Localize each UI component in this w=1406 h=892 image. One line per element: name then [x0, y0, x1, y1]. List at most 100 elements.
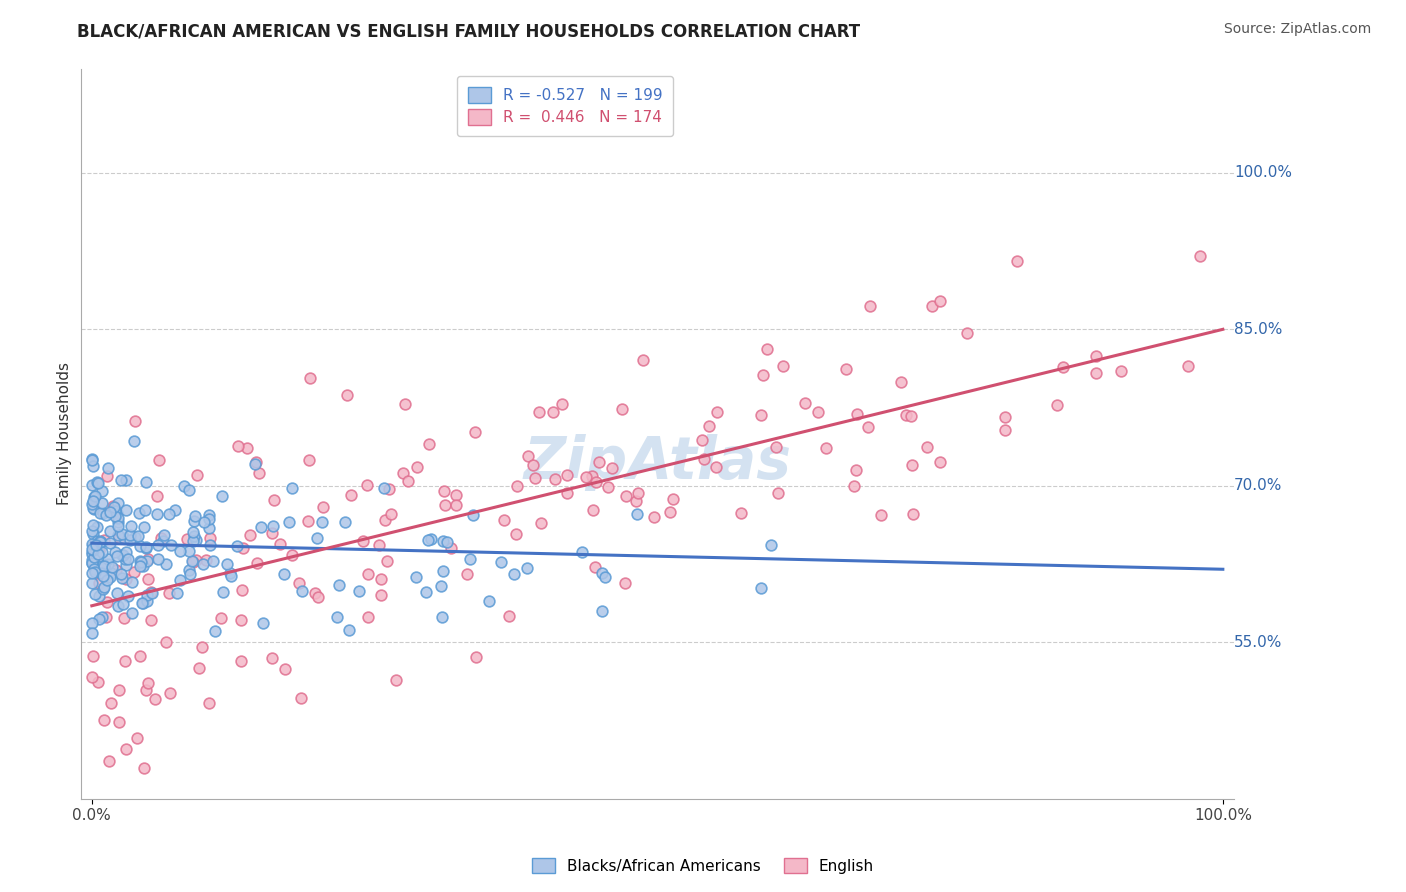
Point: [136, 676, 159, 690]
Point: [347, 583, 370, 598]
Point: [97, 552, 120, 566]
Point: [333, 515, 356, 529]
Point: [101, 559, 124, 574]
Point: [593, 569, 616, 583]
Point: [697, 418, 720, 433]
Point: [97, 557, 120, 571]
Point: [555, 467, 578, 482]
Point: [541, 405, 564, 419]
Point: [135, 541, 157, 555]
Point: [374, 512, 396, 526]
Point: [759, 538, 782, 552]
Point: [90, 496, 112, 510]
Point: [478, 594, 501, 608]
Point: [281, 548, 304, 562]
Point: [219, 566, 242, 581]
Point: [91, 569, 114, 583]
Point: [198, 512, 221, 526]
Point: [110, 548, 132, 562]
Point: [97, 461, 120, 475]
Point: [105, 506, 128, 520]
Point: [375, 554, 398, 568]
Point: [115, 558, 138, 572]
Point: [406, 460, 429, 475]
Point: [211, 585, 233, 599]
Point: [357, 610, 380, 624]
Point: [894, 408, 917, 422]
Point: [693, 451, 716, 466]
Point: [198, 508, 221, 522]
Point: [134, 503, 156, 517]
Text: 70.0%: 70.0%: [1234, 478, 1282, 493]
Point: [239, 528, 262, 542]
Point: [90, 535, 112, 549]
Point: [311, 500, 333, 514]
Point: [152, 533, 174, 548]
Point: [82, 553, 104, 567]
Point: [129, 554, 152, 568]
Point: [141, 585, 163, 599]
Point: [380, 507, 402, 521]
Point: [262, 518, 284, 533]
Point: [166, 586, 188, 600]
Point: [659, 505, 682, 519]
Point: [82, 518, 104, 533]
Point: [432, 609, 454, 624]
Point: [83, 541, 105, 556]
Point: [610, 401, 633, 416]
Point: [89, 535, 111, 549]
Point: [112, 531, 135, 545]
Point: [104, 563, 127, 577]
Point: [117, 589, 139, 603]
Point: [141, 586, 163, 600]
Point: [186, 553, 208, 567]
Point: [928, 454, 950, 468]
Point: [104, 504, 127, 518]
Point: [575, 470, 598, 484]
Point: [516, 561, 538, 575]
Point: [245, 455, 267, 469]
Point: [97, 755, 120, 769]
Point: [146, 552, 169, 566]
Point: [93, 506, 115, 520]
Point: [91, 565, 114, 579]
Point: [219, 569, 242, 583]
Point: [179, 567, 201, 582]
Point: [93, 582, 115, 597]
Point: [530, 516, 553, 530]
Point: [160, 537, 183, 551]
Point: [135, 594, 157, 608]
Point: [415, 585, 437, 599]
Point: [98, 569, 121, 583]
Point: [112, 611, 135, 625]
Point: [269, 537, 291, 551]
Point: [83, 561, 105, 575]
Point: [111, 597, 134, 611]
Point: [82, 500, 104, 515]
Text: 85.0%: 85.0%: [1234, 322, 1282, 337]
Text: BLACK/AFRICAN AMERICAN VS ENGLISH FAMILY HOUSEHOLDS CORRELATION CHART: BLACK/AFRICAN AMERICAN VS ENGLISH FAMILY…: [77, 22, 860, 40]
Point: [86, 534, 108, 549]
Point: [555, 486, 578, 500]
Point: [82, 453, 104, 467]
Point: [583, 559, 606, 574]
Point: [436, 535, 458, 549]
Point: [458, 551, 481, 566]
Point: [136, 554, 159, 568]
Point: [304, 586, 326, 600]
Point: [356, 478, 378, 492]
Point: [101, 500, 124, 514]
Point: [87, 549, 110, 564]
Point: [956, 326, 979, 340]
Point: [139, 613, 162, 627]
Point: [278, 515, 301, 529]
Point: [93, 559, 115, 574]
Point: [82, 537, 104, 551]
Point: [110, 566, 132, 581]
Point: [368, 538, 391, 552]
Point: [229, 613, 252, 627]
Point: [870, 508, 893, 523]
Point: [89, 612, 111, 626]
Point: [159, 686, 181, 700]
Point: [107, 519, 129, 533]
